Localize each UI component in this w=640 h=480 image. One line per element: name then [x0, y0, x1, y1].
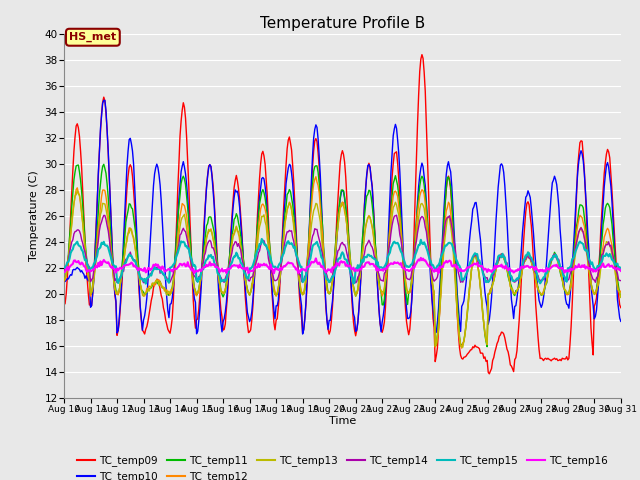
TC_temp15 — [142, 281, 150, 287]
TC_temp13 — [60, 278, 68, 284]
TC_temp11 — [147, 286, 154, 291]
TC_temp11 — [60, 276, 68, 282]
TC_temp15 — [541, 275, 548, 280]
TC_temp15 — [220, 277, 228, 283]
TC_temp16 — [230, 262, 238, 268]
TC_temp15 — [147, 272, 154, 277]
TC_temp15 — [253, 248, 261, 253]
TC_temp12 — [312, 174, 320, 180]
TC_temp10 — [100, 97, 108, 103]
TC_temp09 — [145, 312, 153, 318]
TC_temp12 — [230, 230, 238, 236]
TC_temp14 — [220, 278, 227, 284]
TC_temp13 — [617, 295, 625, 300]
TC_temp16 — [617, 268, 625, 274]
Line: TC_temp10: TC_temp10 — [64, 100, 621, 334]
TC_temp09 — [206, 162, 214, 168]
TC_temp12 — [220, 290, 227, 296]
Line: TC_temp15: TC_temp15 — [64, 239, 621, 284]
TC_temp09 — [230, 185, 238, 191]
Line: TC_temp13: TC_temp13 — [64, 191, 621, 347]
TC_temp12 — [252, 248, 260, 254]
TC_temp11 — [100, 161, 108, 167]
TC_temp10 — [60, 276, 68, 282]
TC_temp09 — [60, 302, 68, 308]
X-axis label: Time: Time — [329, 417, 356, 426]
TC_temp14 — [206, 238, 214, 243]
TC_temp16 — [253, 264, 261, 270]
TC_temp09 — [220, 327, 227, 333]
TC_temp12 — [458, 345, 465, 351]
TC_temp16 — [541, 267, 548, 273]
TC_temp12 — [145, 283, 153, 289]
TC_temp09 — [541, 356, 548, 362]
TC_temp14 — [252, 259, 260, 265]
TC_temp16 — [60, 269, 68, 275]
TC_temp15 — [232, 253, 239, 259]
Line: TC_temp09: TC_temp09 — [64, 55, 621, 374]
TC_temp10 — [220, 316, 228, 322]
TC_temp16 — [220, 269, 227, 275]
Line: TC_temp16: TC_temp16 — [64, 258, 621, 273]
TC_temp11 — [541, 287, 548, 292]
Line: TC_temp11: TC_temp11 — [64, 164, 621, 347]
TC_temp16 — [417, 255, 425, 261]
TC_temp10 — [617, 318, 625, 324]
TC_temp09 — [418, 52, 426, 58]
TC_temp09 — [486, 371, 493, 377]
TC_temp09 — [617, 305, 625, 311]
TC_temp15 — [207, 252, 215, 258]
TC_temp11 — [617, 294, 625, 300]
TC_temp11 — [483, 344, 491, 349]
TC_temp11 — [207, 214, 215, 220]
TC_temp12 — [541, 286, 548, 291]
TC_temp14 — [541, 276, 548, 282]
TC_temp15 — [60, 264, 68, 270]
TC_temp14 — [145, 274, 153, 279]
Line: TC_temp12: TC_temp12 — [64, 177, 621, 348]
TC_temp13 — [459, 344, 467, 350]
TC_temp13 — [253, 244, 261, 250]
TC_temp10 — [541, 286, 548, 292]
TC_temp16 — [244, 270, 252, 276]
TC_temp14 — [393, 212, 401, 218]
TC_temp14 — [230, 241, 238, 247]
TC_temp16 — [145, 265, 153, 271]
TC_temp10 — [147, 240, 154, 245]
TC_temp09 — [252, 240, 260, 246]
TC_temp10 — [207, 164, 215, 169]
TC_temp13 — [147, 285, 154, 291]
TC_temp11 — [253, 224, 261, 229]
TC_temp12 — [617, 288, 625, 294]
TC_temp14 — [60, 268, 68, 274]
TC_temp12 — [60, 278, 68, 284]
TC_temp13 — [74, 188, 81, 193]
TC_temp15 — [617, 266, 625, 272]
TC_temp10 — [232, 187, 239, 193]
TC_temp14 — [617, 278, 625, 284]
Title: Temperature Profile B: Temperature Profile B — [260, 16, 425, 31]
Line: TC_temp14: TC_temp14 — [64, 215, 621, 283]
TC_temp15 — [258, 236, 266, 242]
TC_temp13 — [220, 290, 228, 296]
TC_temp12 — [206, 228, 214, 233]
TC_temp13 — [232, 228, 239, 234]
TC_temp13 — [541, 284, 548, 290]
Legend: TC_temp09, TC_temp10, TC_temp11, TC_temp12, TC_temp13, TC_temp14, TC_temp15, TC_: TC_temp09, TC_temp10, TC_temp11, TC_temp… — [72, 451, 612, 480]
TC_temp10 — [253, 228, 261, 233]
TC_temp11 — [220, 291, 228, 297]
TC_temp11 — [232, 215, 239, 221]
Y-axis label: Temperature (C): Temperature (C) — [29, 170, 39, 262]
Text: HS_met: HS_met — [69, 32, 116, 42]
TC_temp13 — [207, 228, 215, 233]
TC_temp16 — [206, 259, 214, 265]
TC_temp14 — [352, 280, 360, 286]
TC_temp10 — [299, 331, 307, 337]
